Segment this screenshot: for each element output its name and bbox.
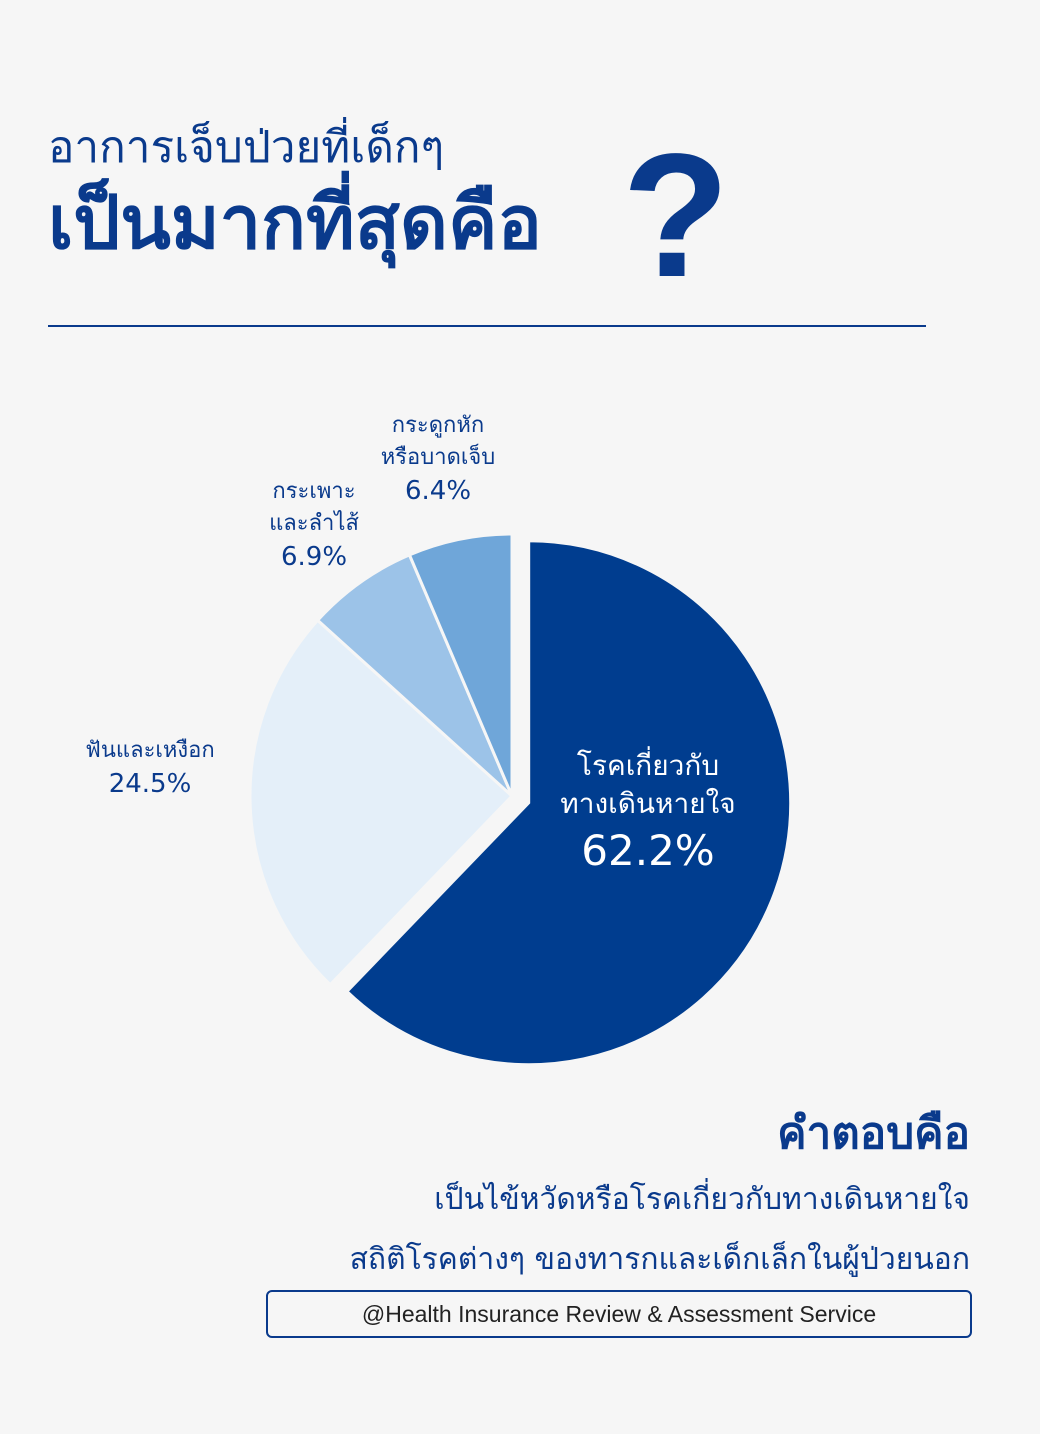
slice-label-1: ฟันและเหงือก 24.5% [85,738,214,799]
question-mark: ? [622,118,730,314]
pie-slice-1 [248,618,515,987]
slice-label-text: โรคเกี่ยวกับ [577,746,719,782]
slice-label-text: กระเพาะ [272,479,355,504]
page-title-line2: เป็นมากที่สุดคือ [48,180,542,266]
title-divider [48,325,926,327]
pie-slice-2 [315,552,514,798]
source-box: @Health Insurance Review & Assessment Se… [266,1290,972,1338]
slice-label-text: หรือบาดเจ็บ [381,442,496,470]
slice-label-text: กระดูกหัก [392,413,484,438]
pie-slice-0 [344,539,793,1067]
slice-label-text: และลำไส้ [269,510,359,536]
answer-text-2: สถิติโรคต่างๆ ของทารกและเด็กเล็กในผู้ป่ว… [349,1242,970,1277]
slice-value-label: 24.5% [109,769,192,799]
page-title-line1: อาการเจ็บป่วยที่เด็กๆ [48,122,445,173]
slice-label-text: ทางเดินหายใจ [560,787,735,820]
pie-slice-3 [407,532,514,797]
slice-value-label: 6.9% [281,542,347,572]
slice-label-3: กระดูกหักหรือบาดเจ็บ 6.4% [381,413,496,506]
answer-text-1: เป็นไข้หวัดหรือโรคเกี่ยวกับทางเดินหายใจ [434,1182,970,1217]
slice-label-text: ฟันและเหงือก [85,738,214,763]
slice-label-0: โรคเกี่ยวกับทางเดินหายใจ 62.2% [560,746,735,875]
pie-chart: โรคเกี่ยวกับทางเดินหายใจ 62.2% ฟันและเหงือ… [85,413,793,1067]
slice-value-label: 6.4% [405,476,471,506]
slice-value-label: 62.2% [581,826,714,875]
answer-heading: คำตอบคือ [777,1108,970,1159]
